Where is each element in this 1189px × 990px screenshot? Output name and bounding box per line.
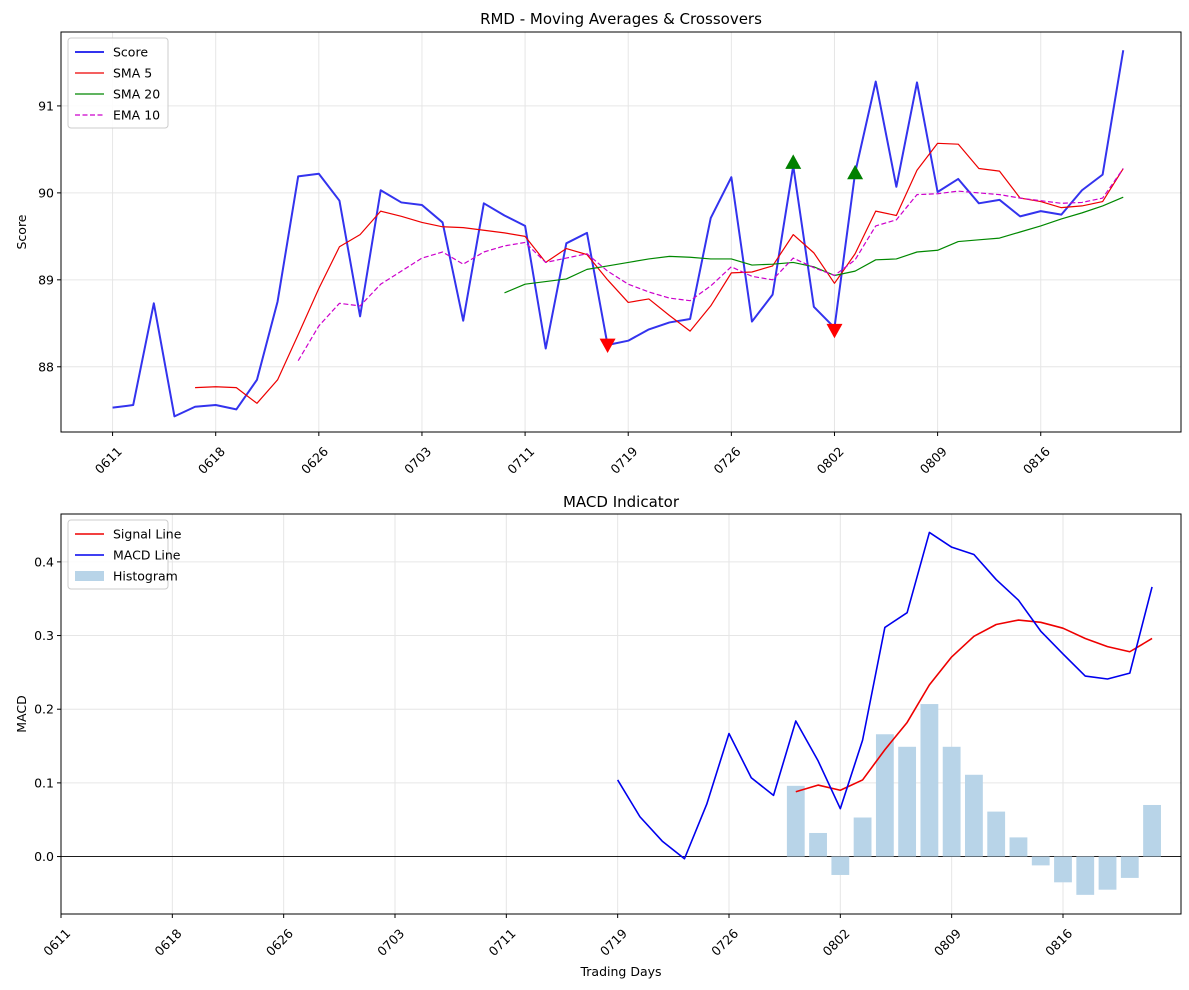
series-line-sma-20 bbox=[504, 196, 1124, 294]
histogram-bar bbox=[1076, 856, 1095, 895]
x-tick-label: 0703 bbox=[401, 444, 434, 477]
legend: Signal Line MACD Line Histogram bbox=[67, 519, 182, 590]
y-tick-label: 0.0 bbox=[34, 849, 54, 864]
histogram-bar bbox=[1098, 856, 1117, 890]
legend-entry: SMA 20 bbox=[113, 87, 160, 102]
legend-swatch bbox=[75, 571, 104, 581]
y-tick-label: 91 bbox=[38, 98, 54, 113]
x-tick-label: 0618 bbox=[195, 444, 228, 477]
series-line-score bbox=[112, 50, 1125, 418]
histogram-bar bbox=[809, 832, 827, 857]
legend: Score SMA 5 SMA 20 EMA 10 bbox=[67, 37, 169, 129]
series-line-sma-5 bbox=[195, 142, 1124, 404]
y-tick-label: 90 bbox=[38, 185, 54, 200]
histogram-bar bbox=[898, 746, 917, 857]
histogram-bar bbox=[831, 856, 850, 875]
x-tick-label: 0802 bbox=[814, 444, 847, 477]
x-tick-label: 0816 bbox=[1042, 926, 1075, 959]
x-tick-label: 0809 bbox=[917, 444, 950, 477]
plot-frame bbox=[60, 513, 1182, 915]
x-tick-label: 0626 bbox=[298, 444, 331, 477]
x-tick-label: 0703 bbox=[374, 926, 407, 959]
histogram-bar bbox=[1054, 856, 1072, 883]
legend-entry: MACD Line bbox=[113, 548, 181, 563]
histogram-bar bbox=[1031, 856, 1050, 866]
histogram-bar bbox=[786, 785, 805, 857]
x-tick-label: 0726 bbox=[711, 444, 744, 477]
chart-title: MACD Indicator bbox=[563, 493, 680, 511]
histogram-bar bbox=[853, 817, 872, 857]
x-tick-label: 0816 bbox=[1020, 444, 1053, 477]
y-tick-label: 0.3 bbox=[34, 628, 54, 643]
chart-title: RMD - Moving Averages & Crossovers bbox=[480, 10, 762, 28]
x-tick-label: 0711 bbox=[486, 926, 519, 959]
y-tick-label: 0.4 bbox=[34, 554, 54, 569]
x-tick-label: 0809 bbox=[931, 926, 964, 959]
x-tick-label: 0618 bbox=[152, 926, 185, 959]
y-axis-label: MACD bbox=[14, 695, 29, 732]
legend-entry: Histogram bbox=[113, 569, 178, 584]
legend-entry: EMA 10 bbox=[113, 108, 160, 123]
y-tick-label: 0.2 bbox=[34, 702, 54, 717]
y-tick-label: 88 bbox=[38, 359, 54, 374]
buy-signal-marker bbox=[785, 154, 802, 169]
plot-area bbox=[61, 32, 1181, 432]
series-line-signal-line bbox=[795, 619, 1153, 793]
y-tick-label: 89 bbox=[38, 272, 54, 287]
plot-frame bbox=[60, 31, 1182, 433]
histogram-bar bbox=[920, 704, 939, 857]
legend-entry: SMA 5 bbox=[113, 66, 152, 81]
histogram-bar bbox=[1143, 804, 1161, 857]
x-tick-label: 0802 bbox=[820, 926, 853, 959]
histogram-bar bbox=[987, 811, 1006, 857]
histogram-bar bbox=[965, 774, 983, 857]
y-tick-label: 0.1 bbox=[34, 775, 54, 790]
x-tick-label: 0711 bbox=[504, 444, 537, 477]
sell-signal-marker bbox=[599, 338, 616, 354]
buy-signal-marker bbox=[847, 164, 864, 180]
legend-entry: Score bbox=[113, 45, 148, 60]
x-axis-label: Trading Days bbox=[579, 964, 661, 979]
histogram-bar bbox=[1009, 837, 1028, 857]
series-line-ema-10 bbox=[297, 168, 1124, 362]
x-tick-label: 0719 bbox=[607, 444, 640, 477]
histogram-bar bbox=[1120, 856, 1139, 878]
series-line-macd-line bbox=[616, 531, 1153, 860]
x-tick-label: 0611 bbox=[40, 926, 73, 959]
legend-entry: Signal Line bbox=[113, 527, 182, 542]
macd-chart: 0.0 0.1 0.2 0.3 0.4 0611 0618 0626 0703 0711 0719 0… bbox=[14, 493, 1182, 979]
histogram-bar bbox=[942, 746, 961, 857]
legend-box bbox=[67, 37, 169, 129]
x-tick-label: 0719 bbox=[597, 926, 630, 959]
x-tick-label: 0626 bbox=[263, 926, 296, 959]
x-tick-label: 0611 bbox=[92, 444, 125, 477]
sell-signal-marker bbox=[826, 323, 843, 339]
histogram-bar bbox=[875, 734, 894, 857]
y-axis-label: Score bbox=[14, 214, 29, 249]
moving-averages-chart: 88 89 90 91 0611 0618 0626 0703 0711 0719 0726 0802… bbox=[14, 10, 1182, 477]
x-tick-label: 0726 bbox=[708, 926, 741, 959]
